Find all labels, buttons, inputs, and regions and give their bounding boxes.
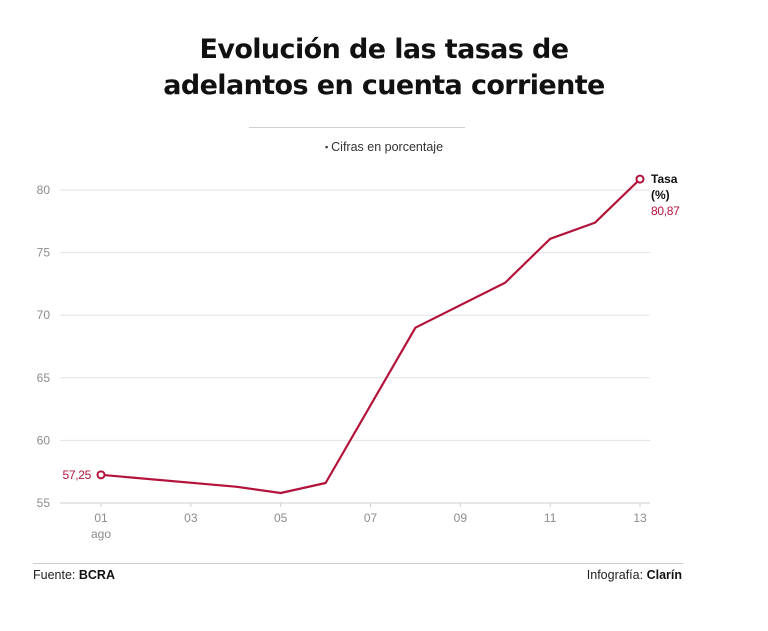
y-tick-label: 80 [37, 183, 51, 197]
series-unit-label: (%) [651, 188, 670, 202]
y-tick-label: 55 [37, 496, 51, 510]
credit-label: Infografía: [586, 568, 644, 582]
source-note: Fuente: BCRA [33, 568, 115, 582]
y-tick-label: 70 [37, 308, 51, 322]
y-tick-label: 75 [37, 246, 51, 260]
x-tick-label: 11 [544, 511, 557, 525]
x-tick-label: 01 [94, 511, 108, 525]
chart-title: Evolución de las tasas de adelantos en c… [0, 32, 768, 104]
subtitle-text: Cifras en porcentaje [331, 140, 444, 154]
title-line-1: Evolución de las tasas de [199, 34, 569, 65]
series-line [99, 178, 642, 495]
credit-value: Clarín [646, 568, 682, 582]
data-labels: 57,25 Tasa (%) 80,87 [62, 172, 680, 482]
x-tick-label: 07 [364, 511, 378, 525]
source-label: Fuente: [33, 568, 76, 582]
x-tick-label: 03 [184, 511, 198, 525]
source-value: BCRA [78, 568, 115, 582]
start-point [96, 470, 106, 480]
grid-lines [60, 189, 650, 504]
x-axis-ticks: 01 03 05 07 09 11 13 ago [91, 503, 647, 541]
y-axis-ticks: 55 60 65 70 75 80 [37, 183, 51, 510]
x-tick-label: 05 [274, 511, 288, 525]
end-value-label: 80,87 [651, 204, 680, 218]
footer-divider [33, 563, 683, 564]
y-tick-label: 60 [37, 433, 51, 447]
title-divider [249, 127, 465, 128]
y-tick-label: 65 [37, 371, 51, 385]
chart-subtitle: ▪ Cifras en porcentaje [0, 140, 768, 154]
bullet-icon: ▪ [324, 142, 329, 152]
series-tasa [96, 174, 645, 495]
x-tick-label: 09 [454, 511, 468, 525]
x-month-label: ago [91, 527, 111, 541]
end-point [635, 174, 645, 184]
x-tick-label: 13 [633, 511, 647, 525]
title-line-2: adelantos en cuenta corriente [163, 70, 605, 101]
credit-note: Infografía: Clarín [587, 568, 682, 582]
series-name-label: Tasa [651, 172, 678, 186]
start-value-label: 57,25 [62, 468, 91, 482]
